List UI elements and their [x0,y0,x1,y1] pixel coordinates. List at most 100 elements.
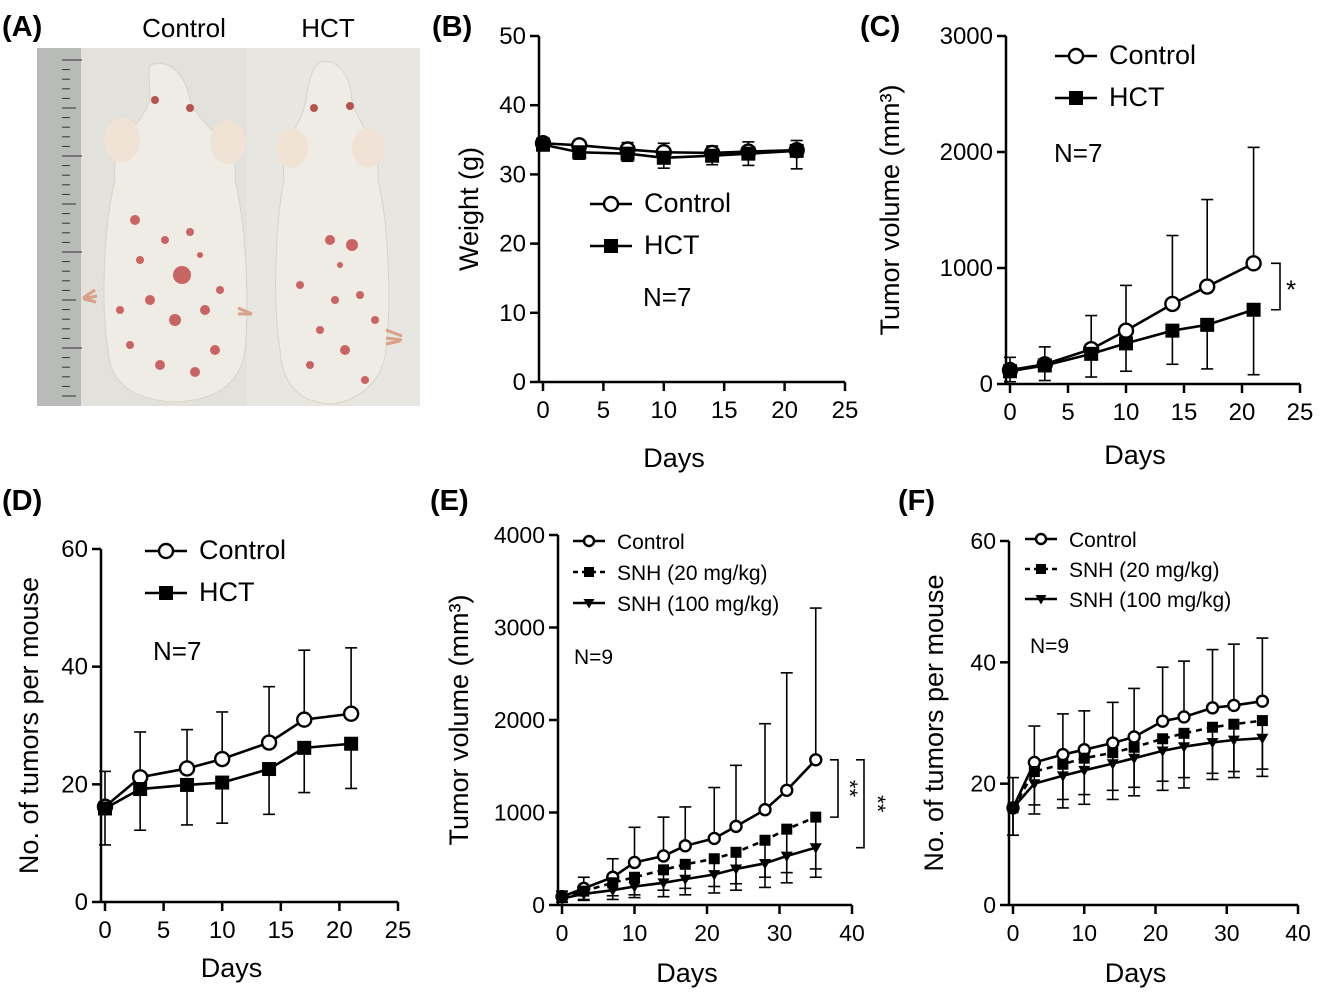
x-tick-label: 20 [771,397,798,424]
data-point [1128,741,1140,753]
legend: Control SNH (20 mg/kg) SNH (100 mg/kg) [1025,529,1231,612]
chart-c-tumor-volume: 0 1000 2000 3000 0 5 10 15 20 25 Days Tumor volume … [875,23,1313,470]
tumor-spot [197,252,203,258]
y-axis-title: No. of tumors per mouse [14,577,44,874]
y-tick-label: 2000 [940,139,993,166]
data-point [789,143,804,158]
y-tick-label: 0 [532,892,545,918]
panel-label-e: (E) [430,485,469,517]
x-tick-label: 30 [1214,920,1240,946]
data-point [809,843,822,854]
x-axis-title: Days [643,443,705,473]
y-tick-label: 1000 [494,800,545,826]
data-point [1106,736,1120,750]
tumor-spot [340,345,350,355]
tumor-spot [161,236,169,244]
legend-label: HCT [644,230,700,260]
chart-f-tumor-count-snh: 0 20 40 60 0 10 20 30 40 Days No. of tumors per mo… [919,528,1311,988]
data-point [1245,255,1262,272]
data-point [262,762,277,777]
photo-label-control: Control [142,13,226,43]
y-tick-label: 3000 [940,23,993,50]
x-axis-title: Days [656,958,718,988]
series-snh-100-mg-kg- [555,843,822,905]
y-tick-label: 1000 [940,255,993,282]
data-point [629,871,640,883]
legend-marker [157,542,175,560]
panel-label-c: (C) [860,11,900,43]
data-point [810,811,822,823]
legend-label: Control [644,188,731,218]
data-point [607,877,619,889]
x-tick-label: 20 [1229,399,1256,426]
series-hct [1003,302,1261,383]
data-point [1028,766,1040,778]
data-point [344,736,359,751]
tumor-spot [296,281,304,289]
x-tick-label: 0 [556,920,569,946]
legend-label: SNH (100 mg/kg) [617,593,779,616]
data-point [536,137,550,152]
legend-label: Control [1069,529,1137,552]
chart-d-tumor-count: 0 20 40 60 0 5 10 15 20 25 Days No. of tumors per m… [14,535,411,983]
data-point [1119,336,1133,351]
data-point [1178,727,1190,739]
legend: Control SNH (20 mg/kg) SNH (100 mg/kg) [573,531,779,616]
legend-label: Control [617,531,685,554]
legend-marker [583,599,595,609]
series-line [561,846,817,900]
y-axis-title: Tumor volume (mm³) [875,84,905,335]
data-point [133,782,148,797]
data-point [1255,694,1270,708]
y-tick-label: 2000 [494,707,545,733]
data-point [628,882,641,893]
data-point [1156,746,1169,757]
data-point [1155,714,1170,728]
sample-size-label: N=7 [1054,138,1102,168]
panel-label-b: (B) [432,11,472,43]
x-tick-label: 0 [98,917,111,944]
data-point [780,851,793,863]
data-point [809,753,823,767]
data-point [1128,753,1141,765]
tumor-spot [173,266,191,284]
series-line [1009,262,1255,372]
sample-size-label: N=7 [153,636,201,666]
sample-size-label: N=7 [643,282,691,312]
data-point [606,885,619,897]
data-point [1200,317,1215,332]
legend-marker [582,534,596,548]
data-point [1227,735,1240,747]
x-tick-label: 0 [1007,920,1020,946]
y-tick-label: 20 [61,771,88,798]
series-control [96,647,360,815]
x-tick-label: 20 [1143,920,1169,946]
legend-marker [604,239,618,253]
x-tick-label: 25 [385,917,412,944]
x-tick-label: 20 [694,920,720,946]
x-tick-label: 30 [767,920,793,946]
data-point [658,864,669,876]
x-tick-label: 5 [597,397,610,424]
panel-label-f: (F) [898,485,935,517]
data-point [1256,733,1269,745]
x-tick-label: 0 [1003,399,1016,426]
data-point [1106,759,1119,770]
tumor-spot [145,295,155,305]
data-point [1057,758,1069,770]
x-tick-label: 5 [1061,399,1074,426]
x-tick-label: 25 [1287,399,1314,426]
data-point [657,878,670,889]
chart-e-tumor-volume-snh: 0 1000 2000 3000 4000 0 10 20 30 40 Days Tumor volu… [444,522,890,988]
tumor-spot [200,305,210,315]
x-tick-label: 0 [536,397,549,424]
data-point [1177,710,1191,724]
data-point [297,740,312,755]
data-point [729,819,743,834]
data-point [1256,715,1268,727]
data-point [296,711,313,728]
x-tick-label: 15 [1171,399,1198,426]
y-tick-label: 40 [499,92,526,119]
series-hct [98,736,359,846]
x-axis-title: Days [1104,440,1166,470]
